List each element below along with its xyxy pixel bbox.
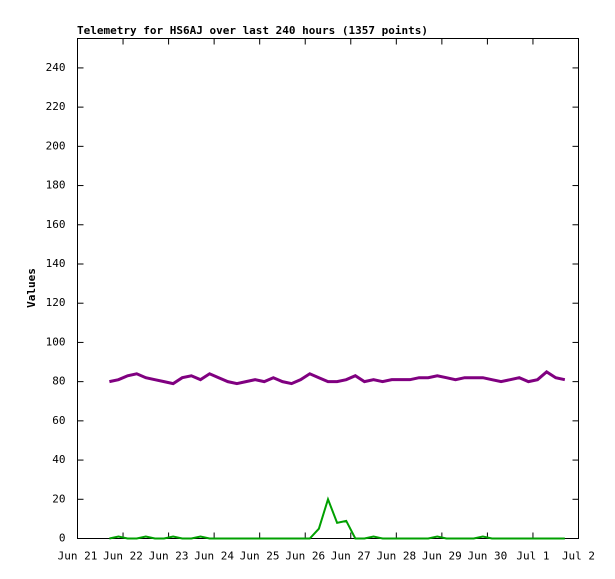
y-tick-label: 20 [52,492,65,505]
x-tick-label: Jun 24 [194,550,234,563]
y-tick-label: 100 [46,335,66,348]
y-tick-label: 160 [46,218,66,231]
x-tick-label: Jun 28 [376,550,416,563]
plot-frame [77,38,579,539]
y-tick-label: 240 [46,61,66,74]
series-line [109,496,565,540]
chart-title: Telemetry for HS6AJ over last 240 hours … [77,24,428,37]
y-tick-label: 120 [46,296,66,309]
x-tick-label: Jun 22 [103,550,143,563]
y-tick-label: 140 [46,257,66,270]
x-tick-label: Jun 21 [58,550,98,563]
y-tick-label: 220 [46,100,66,113]
y-tick-label: 80 [52,375,65,388]
y-tick-label: 60 [52,414,65,427]
y-tick-label: 200 [46,139,66,152]
x-tick-label: Jun 27 [331,550,371,563]
x-tick-label: Jun 30 [468,550,508,563]
y-tick-label: 180 [46,179,66,192]
x-tick-label: Jun 25 [240,550,280,563]
y-tick-label: 40 [52,453,65,466]
x-tick-label: Jul 2 [562,550,595,563]
x-tick-label: Jun 23 [149,550,189,563]
x-tick-label: Jul 1 [516,550,549,563]
y-tick-label: 0 [59,532,66,545]
y-axis-label: Values [25,268,38,308]
x-tick-label: Jun 26 [285,550,325,563]
x-tick-label: Jun 29 [422,550,462,563]
series-line [109,369,566,386]
